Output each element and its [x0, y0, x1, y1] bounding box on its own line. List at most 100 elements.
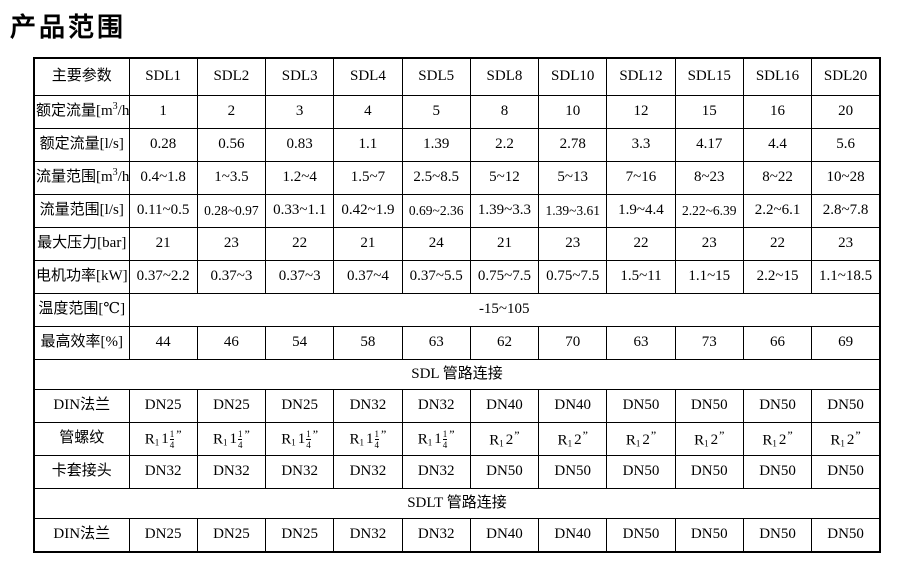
value-cell: 10: [538, 95, 608, 129]
thread-size: 2: [642, 432, 650, 449]
value-cell: 2.22~6.39: [674, 194, 744, 228]
value-cell: DN32: [333, 455, 403, 489]
value-cell: R1 2”: [606, 422, 676, 456]
fraction-denominator: 4: [169, 438, 175, 450]
value-cell: 22: [265, 227, 335, 261]
inch-mark: ”: [312, 426, 319, 441]
value-cell: 2.8~7.8: [811, 194, 881, 228]
value-cell: 10~28: [811, 161, 881, 195]
inch-mark: ”: [176, 426, 182, 441]
fraction-denominator: 4: [237, 438, 243, 450]
value-cell: R1 1 1 4”: [401, 422, 471, 456]
thread-prefix: R: [349, 431, 360, 448]
fraction-numerator: 1: [442, 428, 448, 439]
header-main-params: 主要参数: [33, 57, 130, 96]
value-cell: 0.69~2.36: [401, 194, 471, 228]
spec-table: 主要参数 SDL1 SDL2 SDL3 SDL4 SDL5 SDL8 SDL10 SDL12 SD…: [33, 57, 881, 553]
thread-size: 1: [161, 431, 169, 448]
thread-subscript: 1: [291, 437, 296, 448]
value-cell: DN32: [128, 455, 198, 489]
value-cell: 5~13: [538, 161, 608, 195]
row-label: DIN法兰: [33, 518, 130, 553]
value-cell: 21: [128, 227, 198, 261]
value-cell: 0.37~5.5: [401, 260, 471, 294]
fraction-denominator: 4: [306, 438, 311, 450]
header-row: 主要参数 SDL1 SDL2 SDL3 SDL4 SDL5 SDL8 SDL10 SDL12 SD…: [33, 57, 881, 96]
value-cell: DN40: [469, 389, 540, 423]
value-cell: DN50: [811, 389, 881, 423]
value-cell: R1 1 1 4”: [333, 422, 403, 456]
table-row: 温度范围[℃] -15~105: [33, 293, 881, 327]
value-cell: DN25: [196, 389, 267, 423]
fraction-numerator: 1: [374, 428, 380, 439]
table-row: SDLT 管路连接: [34, 488, 880, 519]
value-cell: DN32: [401, 389, 471, 423]
value-cell: 1.39~3.3: [469, 194, 540, 228]
superscript-3: 3: [112, 167, 118, 179]
value-cell: DN25: [265, 389, 335, 423]
value-cell: 2.2: [469, 128, 540, 162]
value-cell: 0.37~2.2: [128, 260, 198, 294]
inch-mark: ”: [855, 427, 861, 442]
value-cell: DN40: [538, 389, 608, 423]
thread-prefix: R: [212, 431, 223, 448]
value-cell: DN50: [742, 455, 813, 489]
thread-prefix: R: [625, 432, 636, 449]
value-cell: DN32: [333, 389, 403, 423]
column-header-sdl12: SDL12: [606, 57, 676, 96]
value-cell: DN32: [196, 455, 267, 489]
thread-prefix: R: [417, 431, 428, 448]
table-row: 卡套接头 DN32 DN32 DN32 DN32 DN32 DN50 DN50 DN50 DN50…: [33, 455, 881, 489]
value-cell: 20: [811, 95, 881, 129]
thread-subscript: 1: [567, 438, 573, 449]
value-cell: 54: [265, 326, 335, 360]
value-cell: 0.83: [265, 128, 335, 162]
inch-mark: ”: [381, 426, 387, 441]
value-cell: DN50: [674, 518, 744, 553]
value-cell: 0.37~3: [196, 260, 267, 294]
value-cell: 15: [674, 95, 744, 129]
value-cell: R1 1 1 4”: [265, 422, 335, 456]
fraction-denominator: 4: [374, 438, 380, 450]
row-label: 流量范围[l/s]: [33, 194, 130, 228]
value-cell: DN50: [674, 389, 744, 423]
column-header-sdl20: SDL20: [811, 57, 881, 96]
value-cell: DN40: [469, 518, 540, 553]
value-cell: 23: [674, 227, 744, 261]
value-cell: 12: [606, 95, 676, 129]
value-cell: 2.5~8.5: [401, 161, 471, 195]
thread-prefix: R: [762, 432, 773, 449]
section-header: SDLT 管路连接: [34, 488, 880, 519]
value-cell: 1~3.5: [196, 161, 267, 195]
value-cell: 70: [538, 326, 608, 360]
row-label: 额定流量[l/s]: [33, 128, 130, 162]
value-cell: 73: [674, 326, 744, 360]
column-header-sdl10: SDL10: [538, 57, 608, 96]
fraction-denominator: 4: [442, 438, 448, 450]
column-header-sdl1: SDL1: [128, 57, 198, 96]
value-cell: 21: [469, 227, 540, 261]
value-cell: 0.37~4: [333, 260, 403, 294]
value-cell: R1 2”: [538, 422, 608, 456]
value-cell: DN40: [538, 518, 608, 553]
thread-subscript: 1: [704, 438, 709, 449]
table-row: DIN法兰 DN25 DN25 DN25 DN32 DN32 DN40 DN40 DN50 DN5…: [33, 518, 881, 553]
value-cell: 24: [401, 227, 471, 261]
value-cell: 21: [333, 227, 403, 261]
value-cell: 2.2~15: [742, 260, 813, 294]
span-value-cell: -15~105: [128, 293, 881, 327]
value-cell: 46: [196, 326, 267, 360]
thread-subscript: 1: [499, 438, 504, 449]
value-cell: 2.2~6.1: [742, 194, 813, 228]
value-cell: 8~23: [674, 161, 744, 195]
value-cell: 0.11~0.5: [128, 194, 198, 228]
value-cell: DN25: [265, 518, 335, 553]
thread-size: 2: [778, 432, 787, 449]
value-cell: R1 1 1 4”: [128, 422, 198, 456]
column-header-sdl15: SDL15: [674, 57, 744, 96]
value-cell: 1.1~15: [674, 260, 744, 294]
value-cell: 63: [606, 326, 676, 360]
